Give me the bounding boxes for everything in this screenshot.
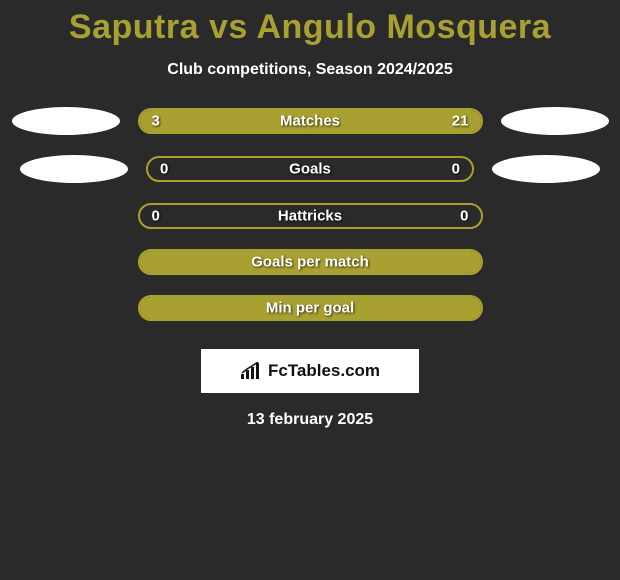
page-title: Saputra vs Angulo Mosquera	[0, 8, 620, 47]
stat-label: Min per goal	[266, 300, 354, 317]
date-label: 13 february 2025	[0, 411, 620, 429]
stat-row: 3 21 Matches	[0, 107, 620, 135]
player-left-marker	[12, 107, 120, 135]
stat-value-left: 0	[152, 208, 160, 225]
stat-bar: Goals per match	[138, 249, 483, 275]
stat-rows: 3 21 Matches 0 0 Goals 0 0 Hattricks Goals per ma…	[0, 107, 620, 321]
stat-bar: 0 0 Goals	[146, 156, 474, 182]
stat-label: Goals	[289, 161, 331, 178]
player-left-marker	[20, 155, 128, 183]
stat-label: Hattricks	[278, 208, 342, 225]
comparison-container: Saputra vs Angulo Mosquera Club competit…	[0, 0, 620, 429]
stat-label: Goals per match	[251, 254, 369, 271]
stat-value-right: 21	[452, 113, 469, 130]
player-right-marker	[501, 107, 609, 135]
stat-bar: Min per goal	[138, 295, 483, 321]
stat-row: 0 0 Hattricks	[0, 203, 620, 229]
stat-value-left: 3	[152, 113, 160, 130]
stat-row: Min per goal	[0, 295, 620, 321]
stat-value-right: 0	[460, 208, 468, 225]
stat-value-left: 0	[160, 161, 168, 178]
stat-row: 0 0 Goals	[0, 155, 620, 183]
stat-label: Matches	[280, 113, 340, 130]
brand-chart-icon	[240, 362, 262, 380]
brand-text: FcTables.com	[268, 361, 380, 381]
stat-bar: 0 0 Hattricks	[138, 203, 483, 229]
brand-box[interactable]: FcTables.com	[201, 349, 419, 393]
stat-row: Goals per match	[0, 249, 620, 275]
subtitle: Club competitions, Season 2024/2025	[0, 61, 620, 79]
stat-bar: 3 21 Matches	[138, 108, 483, 134]
player-right-marker	[492, 155, 600, 183]
stat-value-right: 0	[452, 161, 460, 178]
bar-fill-left	[140, 110, 198, 132]
